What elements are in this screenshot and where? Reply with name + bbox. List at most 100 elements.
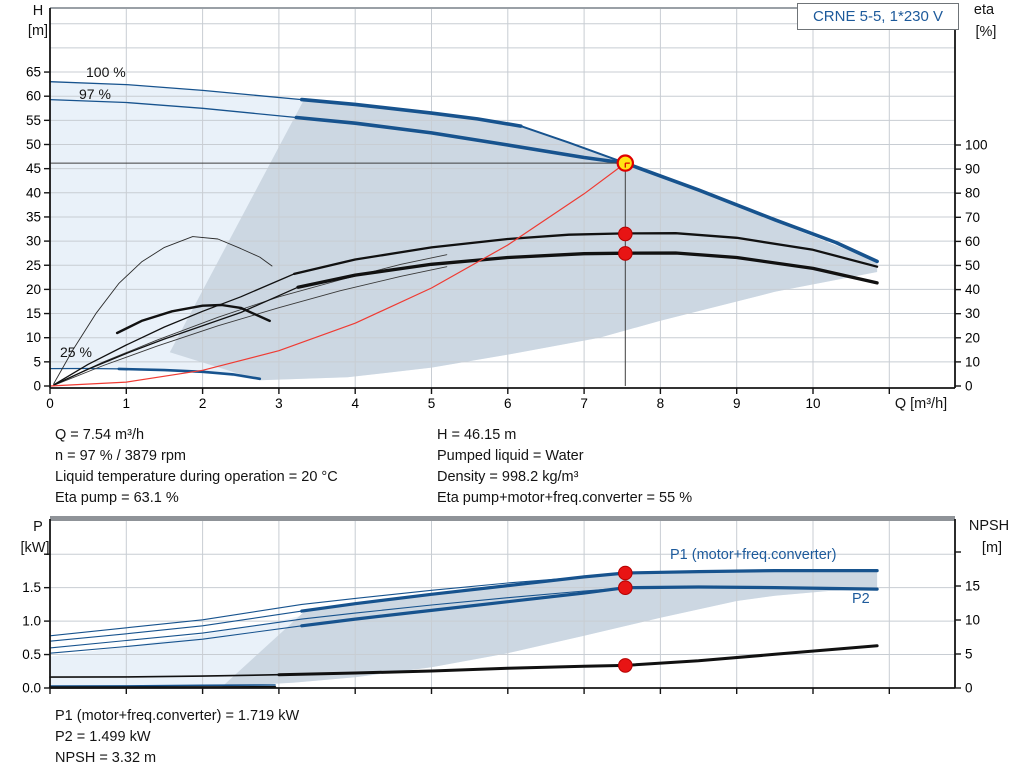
info-npsh: NPSH = 3.32 m (55, 750, 157, 766)
y-left-tick-label: 1.0 (22, 614, 41, 629)
info-eta-total: Eta pump+motor+freq.converter = 55 % (437, 490, 693, 506)
p2-100-curve-segment (49, 587, 626, 649)
y-left-tick-label: 55 (26, 113, 41, 128)
y-right-tick-label: 0 (965, 681, 973, 696)
y-left-tick-label: 10 (26, 330, 41, 345)
p2-curve-segment (300, 585, 879, 628)
qh-x-title: Q [m³/h] (894, 396, 948, 412)
eta-bundle-b-segment (53, 266, 448, 386)
p1-curve-segment (300, 569, 879, 613)
eta-bundle-b (53, 266, 448, 386)
p2-point (618, 580, 633, 596)
eta-pump-curve-segment (293, 232, 879, 276)
eta-total-point (618, 246, 633, 261)
power-npsh-chart-axes (49, 519, 956, 689)
y-right-tick-label: 40 (965, 282, 980, 297)
qh-yright-title: eta (973, 2, 995, 18)
y-left-tick-label: 5 (33, 354, 41, 369)
y-left-tick-label: 0.5 (22, 647, 41, 662)
qh-chart: 0 1 2 3 4 5 6 7 8 9 100510152025303540455055606501… (26, 7, 988, 411)
x-tick-label: 4 (351, 396, 359, 411)
y-left-tick-label: 25 (26, 258, 41, 273)
y-right-tick-label: 100 (965, 138, 988, 153)
y-right-tick-label: 15 (965, 579, 980, 594)
x-tick-label: 8 (657, 396, 665, 411)
info-density: Density = 998.2 kg/m³ (437, 469, 579, 485)
curve-speed-100 (49, 81, 627, 165)
eta-pump-point (618, 226, 633, 242)
info-flow: Q = 7.54 m³/h (55, 427, 145, 443)
pump-title-box: CRNE 5-5, 1*230 V (797, 3, 959, 30)
y-right-tick-label: 60 (965, 234, 980, 249)
p2-curve-segment (49, 625, 303, 654)
y-right-tick-label: 50 (965, 258, 980, 273)
power-yright-title: NPSH (968, 518, 1010, 534)
y-right-tick-label: 10 (965, 354, 980, 369)
x-tick-label: 3 (275, 396, 283, 411)
curve-speed-97 (49, 98, 879, 264)
y-right-tick-label: 70 (965, 210, 980, 225)
qh-yleft-title: H (32, 3, 44, 19)
y-left-tick-label: 50 (26, 137, 41, 152)
duty-info-right: H = 46.15 m Pumped liquid = Water Densit… (437, 425, 692, 509)
power-yleft-unit: [kW] (20, 540, 50, 556)
x-tick-label: 1 (123, 396, 131, 411)
system-curve-segment (49, 162, 626, 387)
y-left-tick-label: 45 (26, 161, 41, 176)
info-eta-pump: Eta pump = 63.1 % (55, 490, 179, 506)
curve-speed-100-segment (519, 125, 627, 165)
y-right-tick-label: 20 (965, 330, 980, 345)
y-left-tick-label: 30 (26, 234, 41, 249)
p2-curve (49, 585, 879, 654)
npsh-point (618, 658, 633, 673)
speed-97-label: 97 % (79, 86, 111, 102)
p-25-stub (49, 684, 276, 687)
qh-yleft-unit: [m] (27, 23, 49, 39)
eta-total-curve-segment (296, 251, 879, 289)
power-yright-unit: [m] (981, 540, 1003, 556)
y-left-tick-label: 60 (26, 89, 41, 104)
curve-speed-97-segment (294, 115, 879, 264)
x-tick-label: 9 (733, 396, 741, 411)
y-right-tick-label: 80 (965, 186, 980, 201)
power-yleft-title: P (33, 519, 43, 535)
y-left-tick-label: 0.0 (22, 681, 41, 696)
p2-100-curve (49, 587, 626, 649)
y-left-tick-label: 0 (33, 379, 41, 394)
p1-curve-label: P1 (motor+freq.converter) (670, 547, 837, 563)
curve-speed-100-segment (49, 81, 303, 101)
eta-total-25-arc-segment (115, 303, 271, 335)
curve-speed-25-segment (117, 367, 262, 381)
y-right-tick-label: 90 (965, 162, 980, 177)
system-curve (49, 162, 626, 387)
info-speed: n = 97 % / 3879 rpm (55, 448, 186, 464)
y-left-tick-label: 15 (26, 306, 41, 321)
x-tick-label: 2 (199, 396, 207, 411)
info-liquid: Pumped liquid = Water (437, 448, 584, 464)
power-npsh-chart-ticks: 0.0 0.5 1.0 1.5 0 5 10 15 (22, 551, 980, 696)
p1-point (618, 565, 633, 581)
eta-total-25-arc (115, 303, 271, 335)
qh-chart-ticks: 0 1 2 3 4 5 6 7 8 9 100510152025303540455055606501… (26, 65, 988, 411)
y-left-tick-label: 65 (26, 65, 41, 80)
y-left-tick-label: 40 (26, 185, 41, 200)
y-right-tick-label: 0 (965, 379, 973, 394)
info-temperature: Liquid temperature during operation = 20… (55, 469, 338, 485)
speed-100-label: 100 % (86, 64, 126, 80)
eta-bundle-a (53, 254, 448, 386)
chart-top-border (50, 516, 955, 521)
y-left-tick-label: 1.5 (22, 580, 41, 595)
x-tick-label: 7 (580, 396, 588, 411)
duty-info-left: Q = 7.54 m³/h n = 97 % / 3879 rpm Liquid… (55, 425, 338, 509)
p1-curve (49, 569, 879, 642)
info-head: H = 46.15 m (437, 427, 517, 443)
npsh-curve (49, 644, 879, 678)
qh-yright-unit: [%] (975, 24, 997, 40)
y-right-tick-label: 30 (965, 306, 980, 321)
x-tick-label: 0 (46, 396, 54, 411)
speed-25-label: 25 % (60, 344, 92, 360)
npsh-curve-segment (49, 673, 280, 678)
power-envelope-dark (221, 570, 878, 687)
